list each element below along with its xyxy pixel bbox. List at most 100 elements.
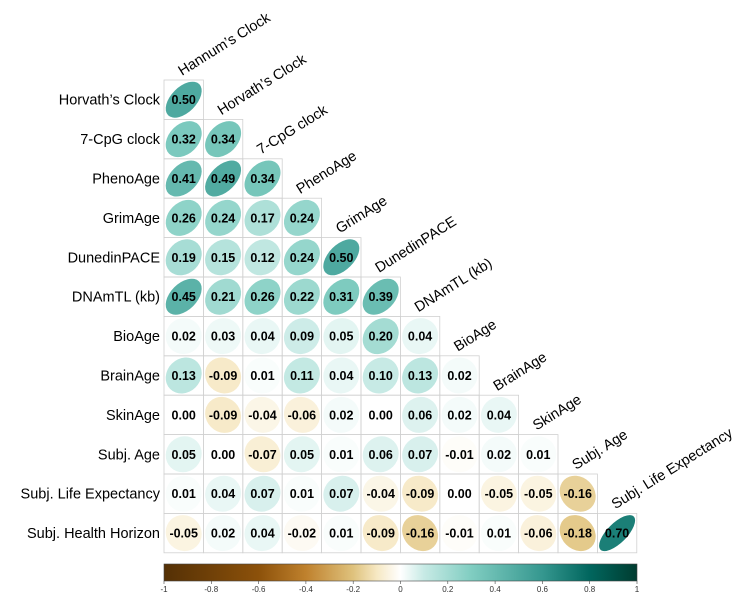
correlation-value: 0.17 [250, 211, 274, 225]
correlation-ellipse [283, 199, 320, 236]
matrix-grid [163, 79, 638, 554]
correlation-ellipse [205, 436, 242, 473]
column-label: Subj. Age [570, 427, 631, 473]
correlation-ellipse [283, 436, 320, 473]
correlation-ellipse [402, 357, 439, 394]
correlation-ellipse [283, 278, 320, 315]
correlation-value: 0.50 [172, 93, 196, 107]
correlation-value: 0.00 [369, 408, 393, 422]
correlation-value: 0.04 [487, 408, 511, 422]
correlation-ellipse [323, 239, 360, 276]
correlation-ellipse [244, 318, 281, 355]
correlation-ellipse [323, 475, 360, 512]
correlation-value: 0.07 [408, 448, 432, 462]
correlation-ellipse [165, 278, 202, 315]
correlation-ellipse [165, 160, 202, 197]
correlation-ellipse [165, 239, 202, 276]
correlation-ellipse [559, 475, 596, 512]
correlation-ellipse [244, 278, 281, 315]
row-label: PhenoAge [92, 172, 160, 188]
correlation-value: 0.04 [211, 487, 235, 501]
correlation-value: 0.49 [211, 172, 235, 186]
correlation-ellipse [362, 357, 399, 394]
correlation-ellipse [362, 515, 399, 552]
correlation-ellipse [244, 515, 281, 552]
correlation-value: -0.18 [563, 527, 592, 541]
correlation-ellipse [362, 436, 399, 473]
correlation-value: 0.34 [211, 133, 235, 147]
correlation-value: 0.19 [172, 251, 196, 265]
correlation-value: 0.20 [369, 330, 393, 344]
correlation-value: -0.01 [445, 527, 474, 541]
correlation-value: 0.04 [329, 369, 353, 383]
correlation-ellipse [205, 357, 242, 394]
colorbar-tick-label: 0.8 [584, 585, 596, 594]
correlation-ellipse [165, 121, 202, 158]
correlation-value: 0.00 [211, 448, 235, 462]
correlation-value: 0.41 [172, 172, 196, 186]
correlation-ellipse [244, 199, 281, 236]
correlation-value: -0.16 [406, 527, 435, 541]
correlation-value: 0.01 [329, 448, 353, 462]
correlation-value: 0.07 [329, 487, 353, 501]
correlation-ellipse [205, 239, 242, 276]
correlation-ellipse [323, 515, 360, 552]
correlation-ellipse [244, 436, 281, 473]
correlation-ellipse [165, 436, 202, 473]
correlation-value: 0.26 [250, 290, 274, 304]
correlation-ellipse [165, 199, 202, 236]
correlation-value: -0.05 [169, 527, 198, 541]
correlation-value: 0.34 [250, 172, 274, 186]
correlation-value: 0.24 [290, 211, 314, 225]
correlation-ellipse [323, 436, 360, 473]
correlation-ellipse [244, 160, 281, 197]
correlation-value: 0.01 [290, 487, 314, 501]
correlation-value: 0.09 [290, 330, 314, 344]
correlation-value: 0.45 [172, 290, 196, 304]
correlation-value: 0.04 [250, 330, 274, 344]
colorbar-tick-label: -1 [160, 585, 168, 594]
row-label: GrimAge [103, 211, 160, 227]
correlation-value: -0.04 [248, 408, 277, 422]
correlation-value: -0.16 [563, 487, 592, 501]
column-label: 7-CpG clock [254, 102, 331, 158]
correlation-ellipse [205, 278, 242, 315]
correlation-value: 0.06 [408, 408, 432, 422]
correlation-value: 0.01 [526, 448, 550, 462]
correlation-ellipse [441, 357, 478, 394]
correlation-ellipse [402, 515, 439, 552]
colorbar-tick-label: -0.8 [204, 585, 218, 594]
correlation-ellipse [362, 318, 399, 355]
correlation-value: 0.01 [329, 527, 353, 541]
correlation-ellipse [165, 396, 202, 433]
column-label: DNAmTL (kb) [412, 256, 495, 316]
column-label: PhenoAge [294, 148, 360, 197]
correlation-value: -0.09 [406, 487, 435, 501]
correlation-value: 0.39 [369, 290, 393, 304]
correlation-ellipse [283, 396, 320, 433]
correlation-ellipse [362, 278, 399, 315]
correlation-ellipse [283, 515, 320, 552]
correlation-ellipse [244, 475, 281, 512]
correlation-ellipse [323, 357, 360, 394]
colorbar-tick-label: 0.4 [490, 585, 502, 594]
column-label: GrimAge [333, 193, 390, 237]
correlation-value: -0.04 [366, 487, 395, 501]
correlation-value: -0.09 [366, 527, 395, 541]
correlation-ellipse [480, 515, 517, 552]
correlation-value: 0.00 [172, 408, 196, 422]
correlation-ellipse [205, 475, 242, 512]
correlation-value: 0.06 [369, 448, 393, 462]
column-label: SkinAge [530, 392, 584, 434]
correlation-value: 0.02 [329, 408, 353, 422]
correlation-ellipse [283, 318, 320, 355]
correlation-ellipse [205, 515, 242, 552]
correlation-value: 0.12 [250, 251, 274, 265]
correlation-value: 0.24 [290, 251, 314, 265]
correlation-value: -0.05 [485, 487, 514, 501]
correlation-value: 0.22 [290, 290, 314, 304]
column-label: Hannum’s Clock [176, 10, 274, 80]
correlation-ellipse [559, 515, 596, 552]
correlation-value: 0.13 [172, 369, 196, 383]
correlation-ellipse [520, 475, 557, 512]
